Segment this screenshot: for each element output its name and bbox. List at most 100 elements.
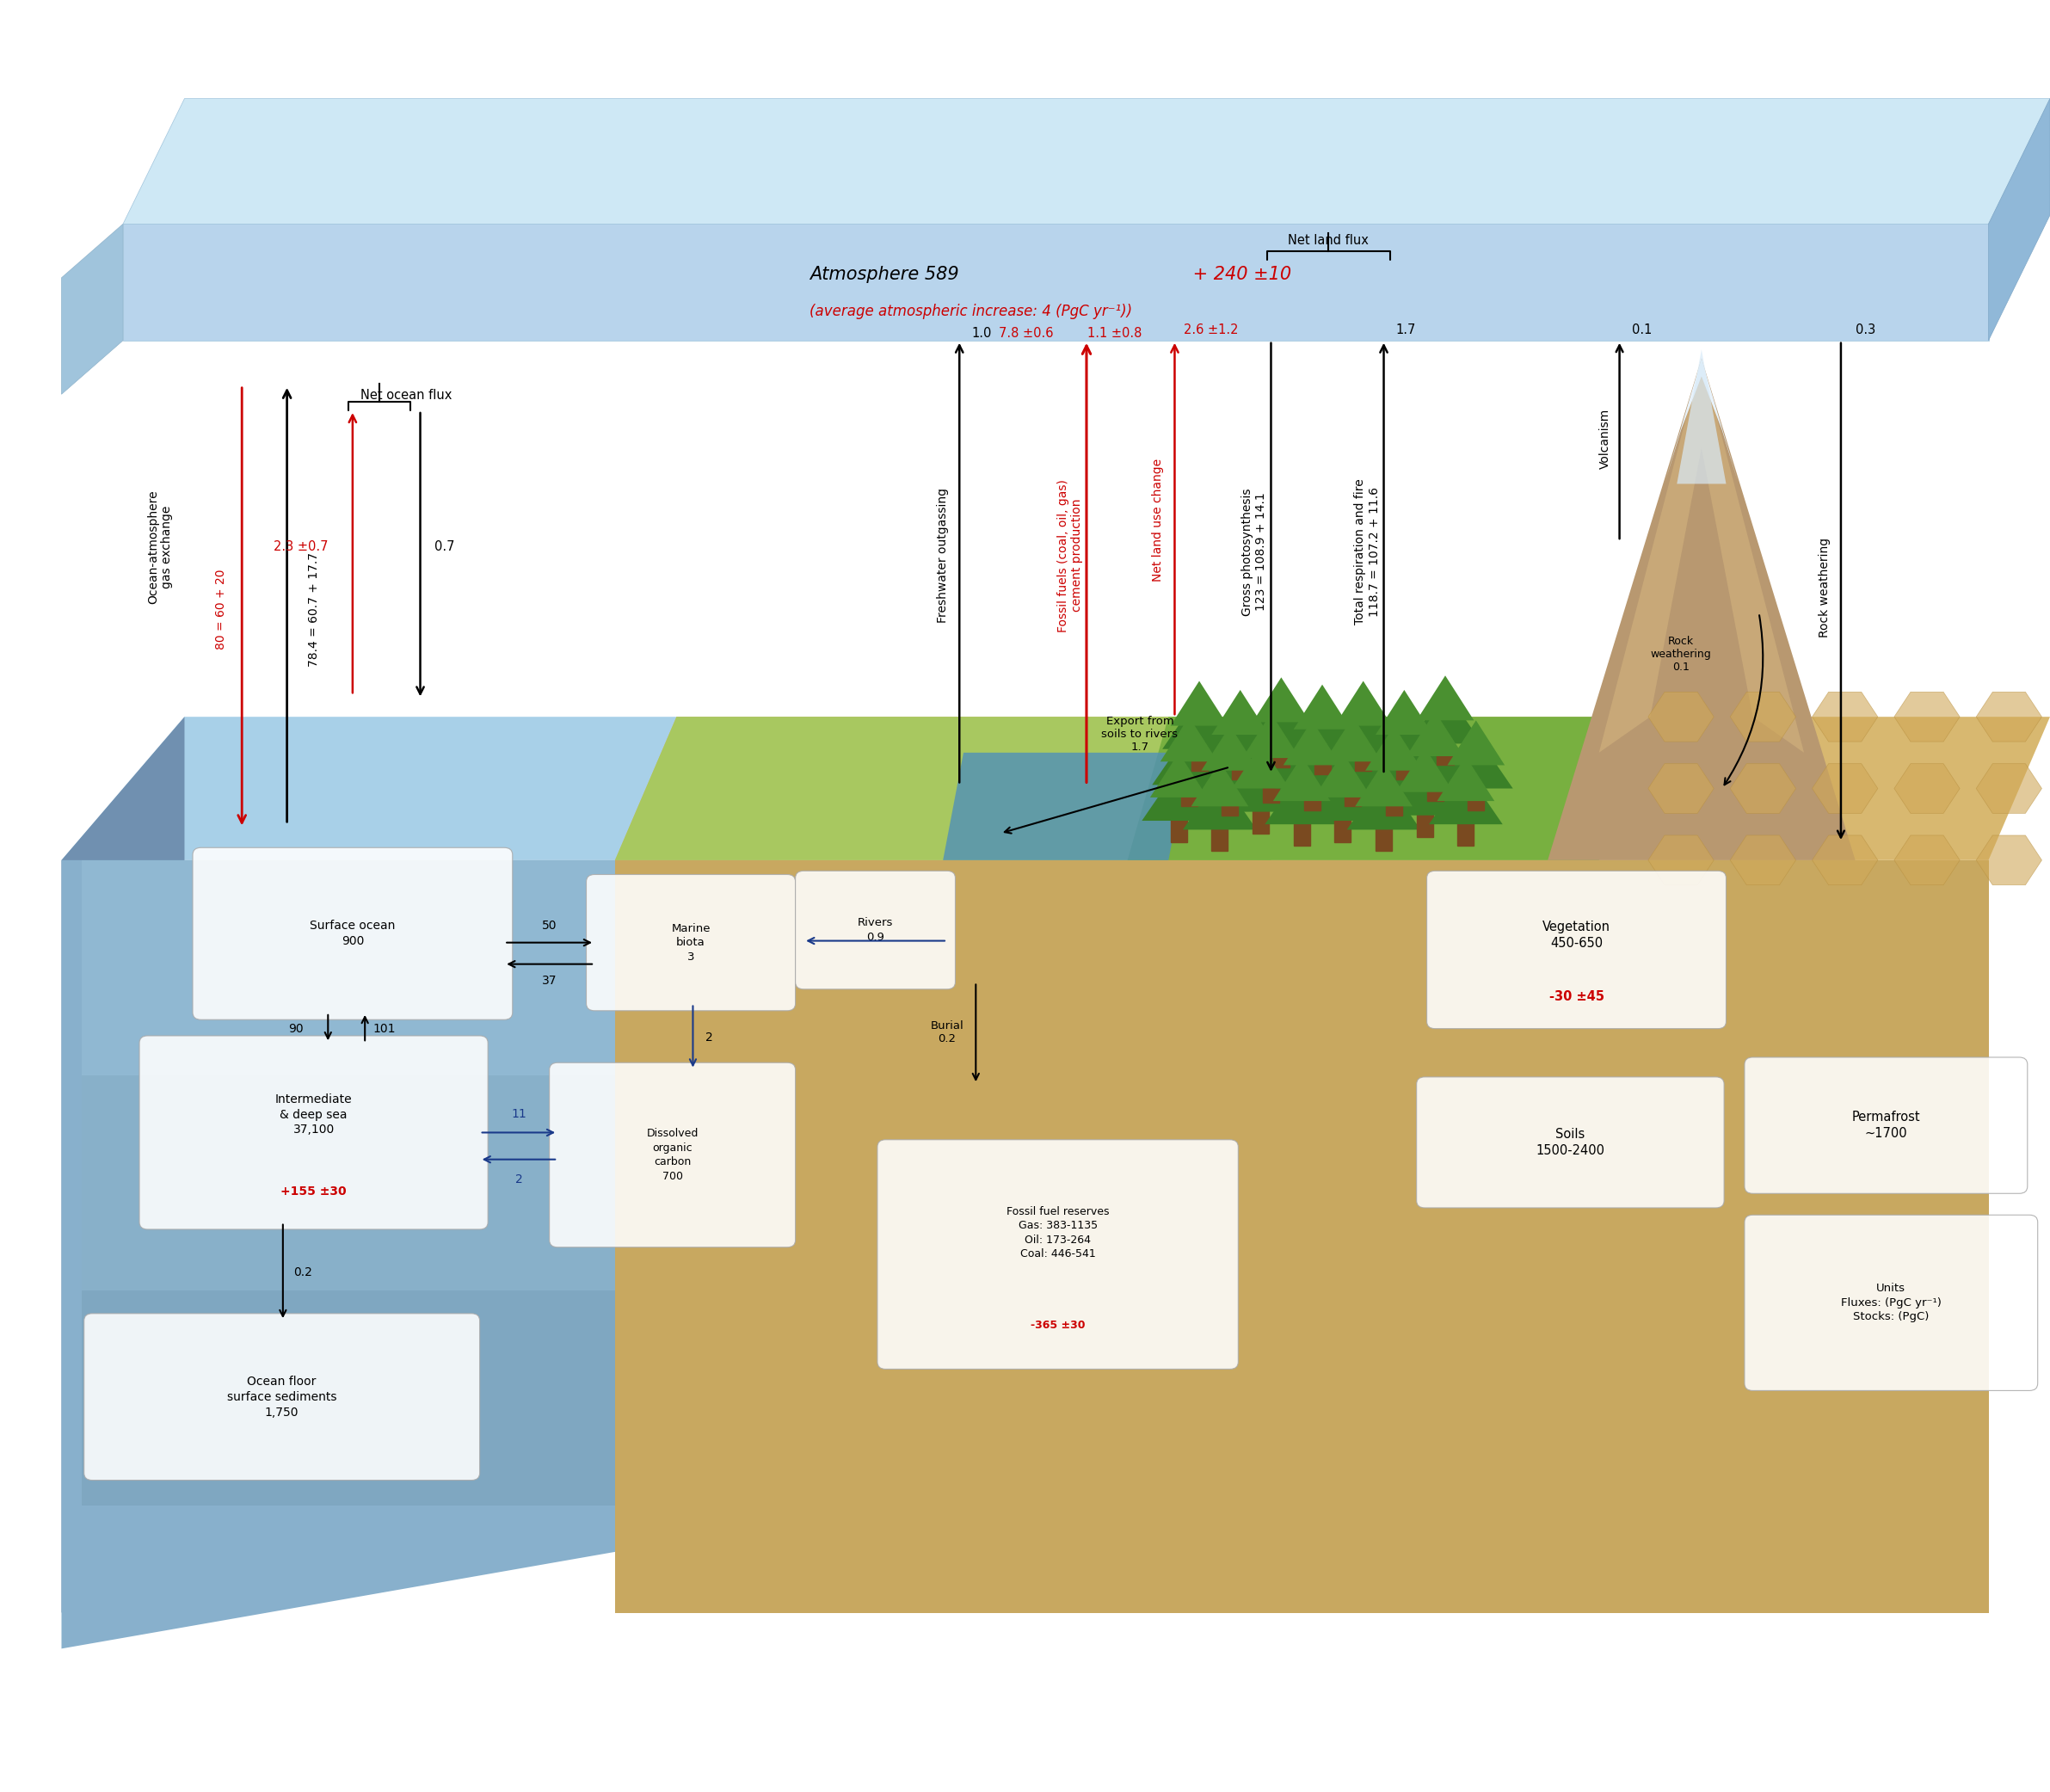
Polygon shape xyxy=(1437,756,1494,801)
Text: 0.2: 0.2 xyxy=(293,1267,312,1278)
Polygon shape xyxy=(1812,763,1878,814)
Text: 78.4 = 60.7 + 17.7: 78.4 = 60.7 + 17.7 xyxy=(308,552,320,667)
Polygon shape xyxy=(1224,758,1298,812)
Polygon shape xyxy=(1398,726,1472,780)
FancyBboxPatch shape xyxy=(1745,1057,2027,1193)
Polygon shape xyxy=(1314,753,1371,797)
Polygon shape xyxy=(1244,692,1318,745)
FancyBboxPatch shape xyxy=(193,848,512,1020)
Bar xyxy=(1314,747,1330,774)
Bar xyxy=(1345,780,1361,806)
Polygon shape xyxy=(1275,735,1349,788)
Text: 0.3: 0.3 xyxy=(1855,323,1876,337)
Polygon shape xyxy=(1677,349,1726,484)
Polygon shape xyxy=(1812,692,1878,742)
Polygon shape xyxy=(1367,704,1441,758)
Polygon shape xyxy=(1976,763,2042,814)
Text: 2: 2 xyxy=(705,1032,713,1043)
Polygon shape xyxy=(1730,692,1796,742)
Text: Soils
1500-2400: Soils 1500-2400 xyxy=(1535,1127,1605,1158)
Polygon shape xyxy=(1988,99,2050,340)
Polygon shape xyxy=(1234,728,1308,781)
Text: (average atmospheric increase: 4 (PgC yr⁻¹)): (average atmospheric increase: 4 (PgC yr… xyxy=(810,305,1132,319)
Bar xyxy=(1427,774,1443,801)
Text: +155 ±30: +155 ±30 xyxy=(281,1186,346,1197)
Text: 2: 2 xyxy=(515,1174,523,1186)
Polygon shape xyxy=(1285,699,1359,753)
Text: Net ocean flux: Net ocean flux xyxy=(361,389,451,401)
Polygon shape xyxy=(1212,690,1269,735)
Text: Fossil fuel reserves
Gas: 383-1135
Oil: 173-264
Coal: 446-541: Fossil fuel reserves Gas: 383-1135 Oil: … xyxy=(1007,1206,1109,1260)
Polygon shape xyxy=(1894,763,1960,814)
Polygon shape xyxy=(1429,771,1503,824)
Polygon shape xyxy=(1548,358,1855,860)
Bar xyxy=(1191,744,1207,771)
Text: Ocean-atmosphere
gas exchange: Ocean-atmosphere gas exchange xyxy=(148,489,172,604)
Polygon shape xyxy=(1439,735,1513,788)
Text: 101: 101 xyxy=(373,1023,396,1034)
Polygon shape xyxy=(1150,753,1207,797)
Text: Total respiration and fire
118.7 = 107.2 + 11.6: Total respiration and fire 118.7 = 107.2… xyxy=(1355,478,1380,625)
Text: Export from
soils to rivers
1.7: Export from soils to rivers 1.7 xyxy=(1101,715,1179,753)
Polygon shape xyxy=(1335,681,1392,726)
Polygon shape xyxy=(1648,763,1714,814)
Polygon shape xyxy=(1665,358,1738,484)
Polygon shape xyxy=(1316,731,1390,785)
Polygon shape xyxy=(1408,690,1482,744)
Text: 1.0: 1.0 xyxy=(972,326,992,340)
FancyBboxPatch shape xyxy=(139,1036,488,1229)
Polygon shape xyxy=(1388,762,1462,815)
Polygon shape xyxy=(123,99,2050,224)
Text: 50: 50 xyxy=(541,919,558,932)
Text: 80 = 60 + 20: 80 = 60 + 20 xyxy=(215,570,228,649)
FancyBboxPatch shape xyxy=(586,874,795,1011)
Bar xyxy=(1273,740,1289,767)
Bar xyxy=(1222,788,1238,815)
Polygon shape xyxy=(1324,717,1382,762)
Text: 7.8 ±0.6: 7.8 ±0.6 xyxy=(998,326,1054,340)
Polygon shape xyxy=(615,717,1332,860)
Bar xyxy=(1335,815,1351,842)
Polygon shape xyxy=(1273,756,1330,801)
Text: 1.1 ±0.8: 1.1 ±0.8 xyxy=(1086,326,1142,340)
Text: -365 ±30: -365 ±30 xyxy=(1031,1319,1084,1331)
Bar xyxy=(1355,744,1371,771)
Polygon shape xyxy=(1648,835,1714,885)
Bar xyxy=(1253,806,1269,833)
Polygon shape xyxy=(1183,776,1257,830)
Text: Ocean floor
surface sediments
1,750: Ocean floor surface sediments 1,750 xyxy=(228,1376,336,1417)
Bar xyxy=(1468,783,1484,810)
Text: 0.1: 0.1 xyxy=(1632,323,1652,337)
Bar xyxy=(1376,824,1392,851)
Bar xyxy=(1417,810,1433,837)
Text: 0.7: 0.7 xyxy=(435,539,455,554)
Polygon shape xyxy=(123,224,1988,340)
Polygon shape xyxy=(1306,767,1380,821)
Bar xyxy=(1386,788,1402,815)
Text: Vegetation
450-650: Vegetation 450-650 xyxy=(1542,921,1611,950)
Text: Gross photosynthesis
123 = 108.9 + 14.1: Gross photosynthesis 123 = 108.9 + 14.1 xyxy=(1242,487,1267,616)
Polygon shape xyxy=(1232,744,1289,788)
Polygon shape xyxy=(615,717,2050,860)
Polygon shape xyxy=(1894,692,1960,742)
Text: Rock
weathering
0.1: Rock weathering 0.1 xyxy=(1650,636,1712,672)
FancyBboxPatch shape xyxy=(549,1063,795,1247)
Text: 1.7: 1.7 xyxy=(1396,323,1417,337)
Text: 11: 11 xyxy=(510,1107,527,1120)
Text: 90: 90 xyxy=(289,1023,303,1034)
Polygon shape xyxy=(1976,835,2042,885)
Text: 2.6 ±1.2: 2.6 ±1.2 xyxy=(1183,323,1238,337)
Polygon shape xyxy=(1648,692,1714,742)
Polygon shape xyxy=(1283,720,1341,765)
Polygon shape xyxy=(615,860,1988,1613)
Text: Rock weathering: Rock weathering xyxy=(1818,538,1831,638)
Text: Atmosphere 589: Atmosphere 589 xyxy=(810,265,959,283)
Polygon shape xyxy=(1242,713,1300,758)
Text: Fossil fuels (coal, oil, gas)
cement production: Fossil fuels (coal, oil, gas) cement pro… xyxy=(1058,478,1082,633)
Polygon shape xyxy=(1599,358,1804,753)
Polygon shape xyxy=(1976,692,2042,742)
Text: Marine
biota
3: Marine biota 3 xyxy=(670,923,711,962)
Polygon shape xyxy=(1253,677,1310,722)
FancyBboxPatch shape xyxy=(1427,871,1726,1029)
Bar xyxy=(1232,753,1248,780)
